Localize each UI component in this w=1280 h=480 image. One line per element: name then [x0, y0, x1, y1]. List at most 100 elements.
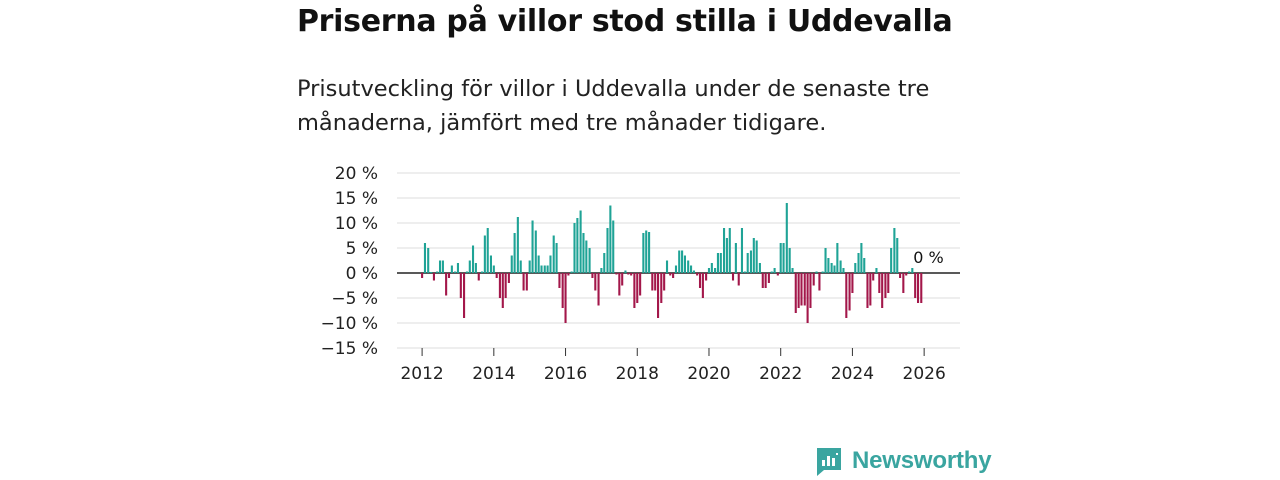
bar	[678, 250, 681, 273]
bar	[875, 268, 878, 273]
bar	[665, 260, 669, 273]
bar	[716, 253, 719, 273]
x-tick-label: 2018	[616, 364, 659, 384]
bar	[561, 273, 564, 308]
bar	[537, 255, 540, 273]
bar	[908, 271, 911, 273]
bar	[483, 235, 486, 273]
bar	[486, 228, 489, 273]
bar	[800, 273, 803, 306]
bar	[603, 253, 606, 273]
bar	[657, 273, 660, 318]
annotations: 0 %	[913, 248, 943, 267]
bar	[555, 243, 558, 273]
bar	[594, 273, 597, 291]
bar	[459, 273, 462, 298]
bar	[450, 265, 453, 273]
x-tick-label: 2020	[687, 364, 730, 384]
bar	[651, 273, 654, 291]
bar	[755, 240, 758, 273]
y-tick-label: 20 %	[335, 164, 378, 184]
bar	[848, 273, 851, 311]
bar	[884, 273, 887, 298]
bar	[851, 273, 854, 293]
bar	[824, 248, 827, 273]
bar	[570, 271, 573, 273]
bar	[552, 235, 555, 273]
bar	[609, 205, 612, 273]
bar	[916, 273, 920, 303]
bar	[821, 271, 824, 273]
bar	[803, 273, 806, 306]
bar	[627, 273, 630, 275]
bar	[660, 273, 663, 303]
bar	[648, 232, 651, 273]
bar	[734, 243, 737, 273]
bar	[692, 270, 695, 273]
bar	[516, 217, 519, 273]
bar	[809, 273, 812, 308]
bar	[630, 273, 633, 276]
x-axis: 2012 2014 2016 2018 2020 2022 2024 2026	[400, 348, 946, 384]
bar	[890, 248, 893, 273]
bar	[474, 263, 477, 273]
newsworthy-logo: Newsworthy	[814, 445, 992, 477]
bar	[522, 273, 525, 291]
bar	[495, 273, 498, 278]
bar	[463, 273, 466, 318]
bar	[911, 268, 914, 273]
bar	[597, 273, 600, 306]
bar	[663, 273, 666, 291]
bar	[698, 273, 702, 288]
bar	[845, 273, 848, 318]
bar	[540, 265, 543, 273]
bar	[869, 273, 872, 306]
bar	[785, 203, 788, 273]
y-axis: 20 % 15 % 10 % 5 % 0 % −5 % −10 % −15 %	[321, 164, 378, 359]
bar-series	[421, 203, 923, 323]
x-tick-label: 2014	[472, 364, 515, 384]
bar	[746, 253, 749, 273]
bar	[546, 265, 549, 273]
bar	[528, 260, 531, 273]
bar	[447, 273, 451, 278]
bar	[770, 271, 773, 273]
x-tick-label: 2022	[759, 364, 802, 384]
bar	[788, 248, 791, 273]
bar	[701, 273, 704, 298]
bar	[669, 273, 672, 276]
bar	[600, 268, 603, 273]
bar	[654, 273, 657, 291]
bar	[633, 273, 636, 308]
y-tick-label: 0 %	[346, 264, 378, 284]
chart-subtitle: Prisutveckling för villor i Uddevalla un…	[297, 76, 930, 136]
bar	[714, 268, 717, 273]
bar	[606, 228, 609, 273]
bar	[436, 271, 439, 273]
bar	[830, 263, 833, 273]
bar	[489, 255, 492, 273]
y-tick-label: −10 %	[321, 314, 378, 334]
bar	[725, 238, 728, 273]
bar	[740, 228, 744, 273]
bar	[881, 273, 884, 308]
y-tick-label: 15 %	[335, 189, 378, 209]
bar	[513, 233, 516, 273]
bar	[507, 273, 510, 283]
bar	[866, 273, 869, 308]
bar	[896, 238, 899, 273]
bar	[749, 250, 752, 273]
bar	[872, 273, 875, 281]
bar	[863, 258, 866, 273]
bar	[731, 273, 735, 281]
bar	[764, 273, 767, 288]
bar	[860, 243, 863, 273]
x-tick-label: 2026	[903, 364, 946, 384]
y-tick-label: 10 %	[335, 214, 378, 234]
bar	[761, 273, 764, 288]
bar	[591, 273, 594, 278]
bar	[454, 271, 457, 273]
bar	[492, 265, 495, 273]
bar	[582, 233, 585, 273]
